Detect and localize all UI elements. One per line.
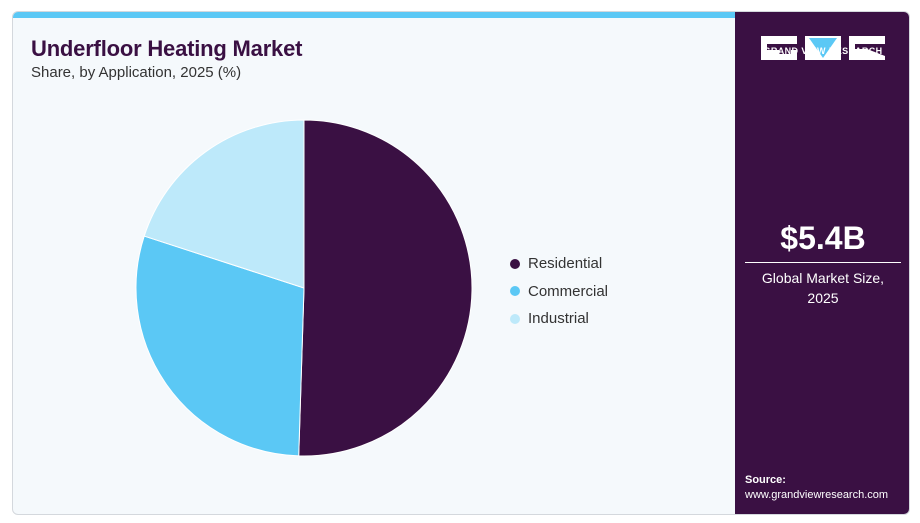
source-link[interactable]: www.grandviewresearch.com [745,489,889,501]
sidebar-panel: GRAND VIEW RESEARCH $5.4B Global Market … [735,12,909,514]
chart-title: Underfloor Heating Market [31,36,303,61]
market-size-value: $5.4B [780,220,866,256]
legend-swatch [510,258,520,269]
accent-bar [13,12,735,18]
legend-label: Commercial [528,282,609,300]
brand-logo-icon [761,36,885,60]
source-label: Source: [745,474,786,486]
pie-slice-residential [298,119,473,457]
legend-label: Industrial [528,310,589,328]
chart-legend: Residential Commercial Industrial [510,250,608,333]
legend-item-industrial: Industrial [510,305,608,333]
divider [745,262,901,263]
pie-chart [135,119,473,457]
legend-item-commercial: Commercial [510,278,608,306]
chart-subtitle: Share, by Application, 2025 (%) [31,64,242,81]
chart-card: Underfloor Heating Market Share, by Appl… [12,11,910,515]
pie-slice-industrial [143,119,305,289]
legend-label: Residential [528,255,603,273]
legend-swatch [510,313,520,324]
pie-slice-commercial [135,235,305,457]
brand-name: GRAND VIEW RESEARCH [763,46,883,56]
legend-swatch [510,286,520,297]
legend-item-residential: Residential [510,250,608,278]
market-size-label: Global Market Size, 2025 [761,270,885,306]
